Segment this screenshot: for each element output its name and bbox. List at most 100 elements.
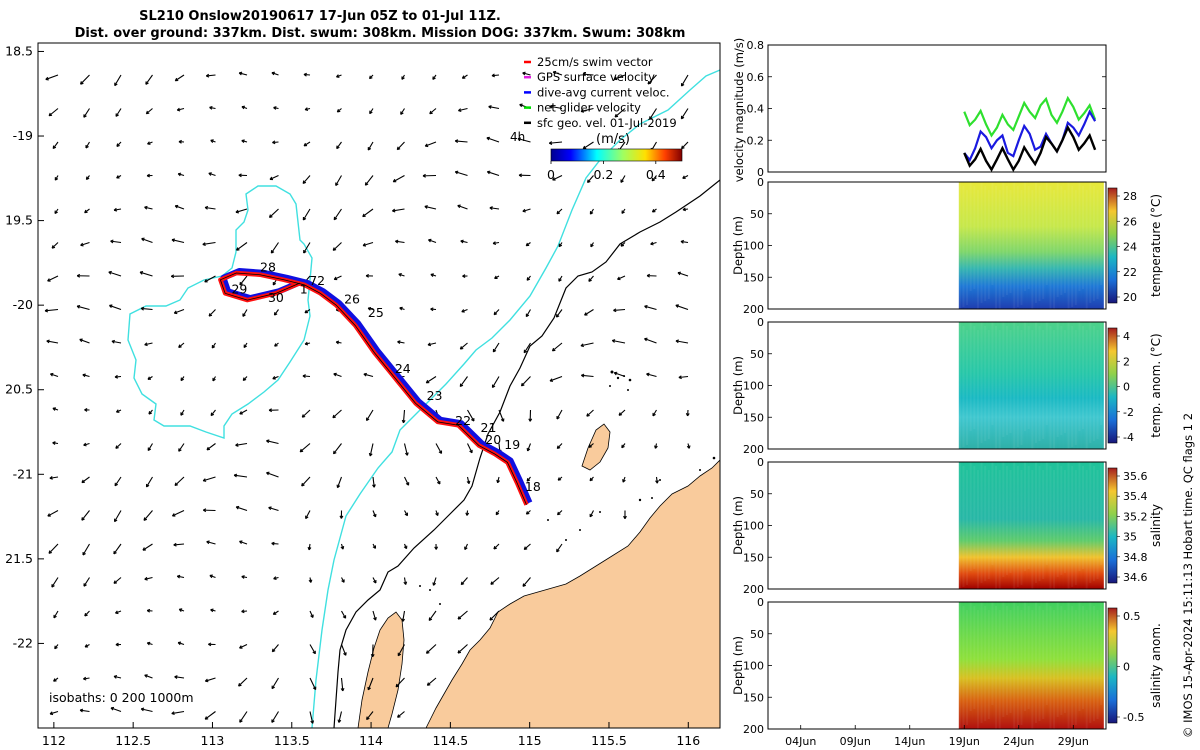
day-label: 29 (231, 281, 247, 296)
legend-entry: GPS surface velocity (537, 70, 655, 84)
barrow-island (581, 423, 611, 471)
colorbar-label: (m/s) (596, 132, 630, 147)
glider-track (218, 268, 533, 506)
legend-4h: 4h (510, 130, 525, 144)
colorbar-tick: 22 (1123, 266, 1137, 279)
map-y-tick: -20 (13, 297, 33, 312)
colorbar-tick: -0.5 (1123, 711, 1144, 724)
date-tick: 04Jun (785, 735, 816, 748)
day-label: 23 (427, 388, 443, 403)
depth-tick: 0 (757, 596, 764, 609)
day-label: 18 (525, 479, 541, 494)
velocity-y-tick: 0 (757, 166, 764, 179)
colorbar-tick: 24 (1123, 241, 1137, 254)
colorbar-tick: 28 (1123, 190, 1137, 203)
section-field (958, 602, 1104, 729)
depth-axis-label: Depth (m) (731, 636, 745, 695)
map-y-tick: 18.5 (5, 43, 33, 58)
map-y-tick: 21.5 (5, 551, 33, 566)
isobath-200m (311, 69, 720, 728)
colorbar-tick: 4 (1123, 330, 1130, 343)
velocity-y-tick: 0.6 (747, 71, 765, 84)
surface-geostrophic-vectors (44, 70, 691, 724)
day-label: 20 (485, 432, 501, 447)
map-x-tick: 113 (201, 733, 225, 748)
colorbar-tick: 35.6 (1123, 470, 1148, 483)
colorbar-tick: 2 (1123, 355, 1130, 368)
velocity-ylabel: velocity magnitude (m/s) (732, 38, 746, 183)
map-x-tick: 115 (518, 733, 542, 748)
map-y-tick: -22 (13, 635, 33, 650)
legend-entry: sfc geo. vel. 01-Jul-2019 (537, 116, 677, 130)
map-x-tick: 112 (42, 733, 66, 748)
depth-tick: 50 (750, 208, 764, 221)
map-x-tick: 115.5 (591, 733, 627, 748)
section-field (958, 182, 1104, 309)
section-colorbar (1107, 607, 1118, 724)
colorbar-tick: 0.2 (593, 167, 613, 182)
section-colorbar (1107, 467, 1118, 584)
colorbar-tick: 34.8 (1123, 551, 1148, 564)
section-panel-sal_anom: 0 50 100 150 200 Depth (m) 0.5 0 -0.5 salinity an… (731, 596, 1163, 737)
depth-tick: 200 (743, 303, 764, 316)
colorbar-tick: -2 (1123, 406, 1134, 419)
legend-entry: dive-avg current veloc. (537, 85, 670, 99)
colorbar-label: temperature (°C) (1149, 194, 1163, 297)
date-tick: 29Jun (1058, 735, 1089, 748)
depth-tick: 150 (743, 411, 764, 424)
map-x-tick: 112.5 (115, 733, 151, 748)
velocity-y-tick: 0.8 (747, 39, 765, 52)
map-x-tick: 113.5 (274, 733, 310, 748)
chart-title: SL210 Onslow20190617 17-Jun 05Z to 01-Ju… (139, 9, 501, 24)
day-label: 19 (504, 437, 520, 452)
day-label: 1 (300, 281, 308, 296)
australia-mainland (426, 460, 720, 728)
legend-entry: net glider velocity (537, 101, 641, 115)
depth-tick: 50 (750, 348, 764, 361)
colorbar-tick: 0 (1123, 381, 1130, 394)
dive-avg-current-line (963, 109, 1097, 163)
date-tick: 19Jun (949, 735, 980, 748)
day-label: 24 (395, 361, 411, 376)
colorbar-tick: -4 (1123, 431, 1134, 444)
colorbar-tick: 35.2 (1123, 510, 1148, 523)
net-glider-velocity-line (963, 95, 1097, 138)
date-axis: 04Jun 09Jun 14Jun 19Jun 24Jun 29Jun (785, 725, 1089, 748)
colorbar-tick: 0 (547, 167, 555, 182)
date-tick: 09Jun (840, 735, 871, 748)
map-y-tick: 19.5 (5, 213, 33, 228)
depth-tick: 0 (757, 176, 764, 189)
depth-tick: 200 (743, 443, 764, 456)
depth-tick: 100 (743, 380, 764, 393)
section-colorbar (1107, 187, 1118, 304)
section-panel-temp_anom: 0 50 100 150 200 Depth (m) 4 2 0 -2 -4 temp. anom. … (731, 316, 1163, 457)
depth-tick: 200 (743, 583, 764, 596)
colorbar-label: salinity anom. (1149, 623, 1163, 708)
date-tick: 24Jun (1003, 735, 1034, 748)
colorbar-tick: 0.4 (646, 167, 666, 182)
day-label: 28 (260, 259, 276, 274)
section-field (958, 322, 1104, 449)
day-label: 2 (317, 273, 325, 288)
colorbar-tick: 0 (1123, 661, 1130, 674)
exmouth-peninsula (358, 612, 404, 728)
section-panel-temperature: 0 50 100 150 200 Depth (m) 28 26 24 22 20 temperatu… (731, 176, 1163, 317)
depth-tick: 100 (743, 520, 764, 533)
day-label: 26 (344, 291, 360, 306)
copyright-note: © IMOS 15-Apr-2024 15:11:13 Hobart time.… (1181, 412, 1195, 738)
velocity-y-tick: 0.2 (747, 134, 765, 147)
cyan-trajectory-loop (127, 185, 313, 439)
chart-subtitle: Dist. over ground: 337km. Dist. swum: 30… (74, 26, 686, 41)
colorbar-label: temp. anom. (°C) (1149, 333, 1163, 437)
depth-tick: 0 (757, 316, 764, 329)
velocity-y-tick: 0.4 (747, 103, 765, 116)
day-label: 7 (309, 273, 317, 288)
depth-tick: 50 (750, 628, 764, 641)
depth-tick: 0 (757, 456, 764, 469)
section-panel-salinity: 0 50 100 150 200 Depth (m) 35.6 35.4 35.2 35 34.8 3… (731, 456, 1163, 597)
colorbar-tick: 35.4 (1123, 490, 1148, 503)
glider-path-line (219, 272, 527, 505)
isobaths-label: isobaths: 0 200 1000m (49, 690, 194, 705)
